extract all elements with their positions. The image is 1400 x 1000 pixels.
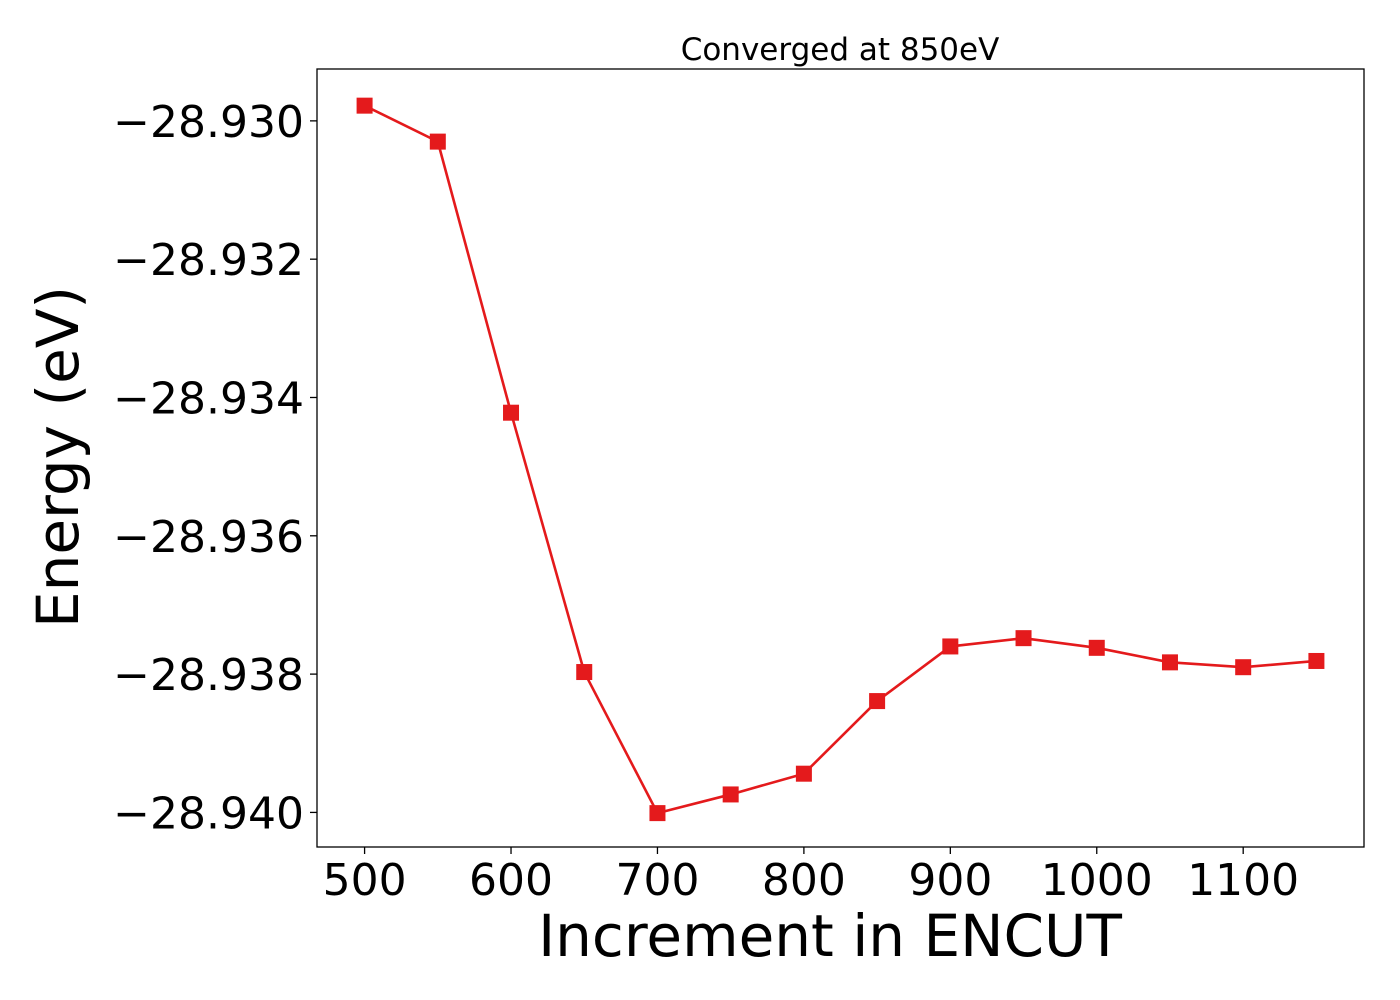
data-point-marker xyxy=(503,404,520,421)
data-point-marker xyxy=(1088,639,1105,656)
y-tick-label: −28.932 xyxy=(113,235,304,286)
x-axis-label: Increment in ENCUT xyxy=(538,902,1122,970)
data-point-marker xyxy=(1161,654,1178,671)
x-tick-label: 700 xyxy=(615,855,699,906)
data-point-marker xyxy=(429,133,446,150)
x-tick-label: 500 xyxy=(323,855,407,906)
y-axis-label: Energy (eV) xyxy=(24,286,92,628)
data-point-marker xyxy=(356,97,373,114)
data-point-marker xyxy=(942,638,959,655)
y-tick-label: −28.938 xyxy=(113,650,304,701)
data-point-marker xyxy=(722,786,739,803)
data-point-marker xyxy=(795,765,812,782)
y-tick-label: −28.940 xyxy=(113,788,304,839)
series-line xyxy=(364,104,1317,815)
x-tick-label: 900 xyxy=(908,855,992,906)
data-point-marker xyxy=(576,664,593,681)
data-point-marker xyxy=(1015,630,1032,647)
data-point-marker xyxy=(869,693,886,710)
plot-area-frame xyxy=(316,68,1365,848)
x-tick-label: 1000 xyxy=(1041,855,1153,906)
y-tick-label: −28.934 xyxy=(113,373,304,424)
x-tick-label: 800 xyxy=(762,855,846,906)
data-point-marker xyxy=(1308,652,1325,669)
chart-title: Converged at 850eV xyxy=(681,32,1000,68)
data-point-marker xyxy=(1235,659,1252,676)
x-tick-label: 1100 xyxy=(1187,855,1299,906)
data-point-marker xyxy=(649,805,666,822)
y-tick-label: −28.936 xyxy=(113,512,304,563)
x-tick-label: 600 xyxy=(469,855,553,906)
y-tick-label: −28.930 xyxy=(113,97,304,148)
